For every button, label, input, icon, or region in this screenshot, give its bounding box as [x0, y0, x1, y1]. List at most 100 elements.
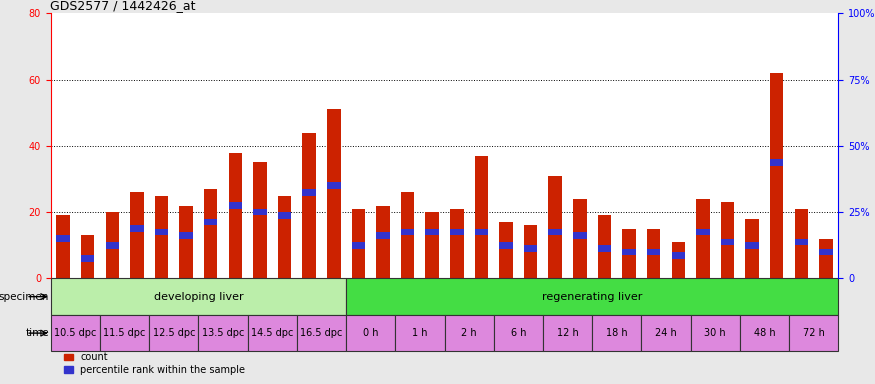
- Text: 72 h: 72 h: [802, 328, 824, 338]
- Bar: [746, 242, 759, 248]
- Bar: [303, 189, 316, 195]
- Bar: [500, 222, 513, 278]
- Bar: [721, 239, 734, 245]
- Bar: [746, 219, 759, 278]
- Text: 2 h: 2 h: [461, 328, 477, 338]
- Text: 30 h: 30 h: [704, 328, 726, 338]
- Bar: [450, 229, 464, 235]
- Bar: [794, 239, 808, 245]
- Bar: [51, 315, 100, 351]
- Bar: [346, 315, 396, 351]
- Text: 18 h: 18 h: [606, 328, 627, 338]
- Bar: [396, 315, 444, 351]
- Bar: [592, 315, 641, 351]
- Bar: [376, 232, 389, 239]
- Bar: [401, 229, 415, 235]
- Bar: [819, 248, 833, 255]
- Bar: [248, 315, 297, 351]
- Bar: [425, 229, 439, 235]
- Text: 24 h: 24 h: [655, 328, 677, 338]
- Bar: [647, 229, 661, 278]
- Text: 13.5 dpc: 13.5 dpc: [202, 328, 244, 338]
- Bar: [721, 202, 734, 278]
- Text: 16.5 dpc: 16.5 dpc: [300, 328, 343, 338]
- Bar: [204, 189, 218, 278]
- Bar: [149, 315, 199, 351]
- Bar: [327, 109, 340, 278]
- Bar: [130, 192, 144, 278]
- Text: 12 h: 12 h: [556, 328, 578, 338]
- Bar: [179, 232, 192, 239]
- Bar: [598, 245, 612, 252]
- Bar: [155, 195, 168, 278]
- Bar: [524, 225, 537, 278]
- Bar: [106, 212, 119, 278]
- Text: specimen: specimen: [0, 291, 49, 302]
- Text: regenerating liver: regenerating liver: [542, 291, 642, 302]
- Bar: [179, 205, 192, 278]
- Bar: [56, 215, 70, 278]
- Bar: [277, 195, 291, 278]
- Text: time: time: [25, 328, 49, 338]
- Bar: [346, 278, 838, 315]
- Bar: [549, 229, 562, 235]
- Bar: [493, 315, 542, 351]
- Text: 48 h: 48 h: [753, 328, 775, 338]
- Bar: [444, 315, 493, 351]
- Bar: [671, 252, 685, 258]
- Bar: [352, 209, 365, 278]
- Bar: [106, 242, 119, 248]
- Bar: [770, 73, 783, 278]
- Bar: [622, 229, 636, 278]
- Bar: [303, 133, 316, 278]
- Bar: [819, 239, 833, 278]
- Bar: [155, 229, 168, 235]
- Bar: [671, 242, 685, 278]
- Bar: [542, 315, 592, 351]
- Bar: [474, 229, 488, 235]
- Bar: [253, 209, 267, 215]
- Text: developing liver: developing liver: [154, 291, 243, 302]
- Text: 10.5 dpc: 10.5 dpc: [54, 328, 96, 338]
- Bar: [100, 315, 149, 351]
- Bar: [500, 242, 513, 248]
- Bar: [598, 215, 612, 278]
- Text: 12.5 dpc: 12.5 dpc: [152, 328, 195, 338]
- Legend: count, percentile rank within the sample: count, percentile rank within the sample: [60, 348, 249, 379]
- Bar: [690, 315, 740, 351]
- Bar: [622, 248, 636, 255]
- Bar: [277, 212, 291, 219]
- Bar: [770, 159, 783, 166]
- Text: 1 h: 1 h: [412, 328, 428, 338]
- Bar: [228, 202, 242, 209]
- Text: 14.5 dpc: 14.5 dpc: [251, 328, 293, 338]
- Bar: [80, 235, 94, 278]
- Bar: [204, 219, 218, 225]
- Bar: [647, 248, 661, 255]
- Bar: [51, 278, 346, 315]
- Bar: [376, 205, 389, 278]
- Bar: [352, 242, 365, 248]
- Bar: [56, 235, 70, 242]
- Bar: [794, 209, 808, 278]
- Bar: [573, 232, 586, 239]
- Bar: [573, 199, 586, 278]
- Bar: [327, 182, 340, 189]
- Bar: [297, 315, 346, 351]
- Bar: [740, 315, 789, 351]
- Bar: [549, 176, 562, 278]
- Bar: [450, 209, 464, 278]
- Text: 0 h: 0 h: [363, 328, 378, 338]
- Bar: [524, 245, 537, 252]
- Bar: [474, 156, 488, 278]
- Bar: [696, 229, 710, 235]
- Text: 11.5 dpc: 11.5 dpc: [103, 328, 146, 338]
- Bar: [228, 152, 242, 278]
- Bar: [253, 162, 267, 278]
- Bar: [199, 315, 248, 351]
- Bar: [641, 315, 690, 351]
- Text: 6 h: 6 h: [511, 328, 526, 338]
- Bar: [425, 212, 439, 278]
- Bar: [130, 225, 144, 232]
- Bar: [80, 255, 94, 262]
